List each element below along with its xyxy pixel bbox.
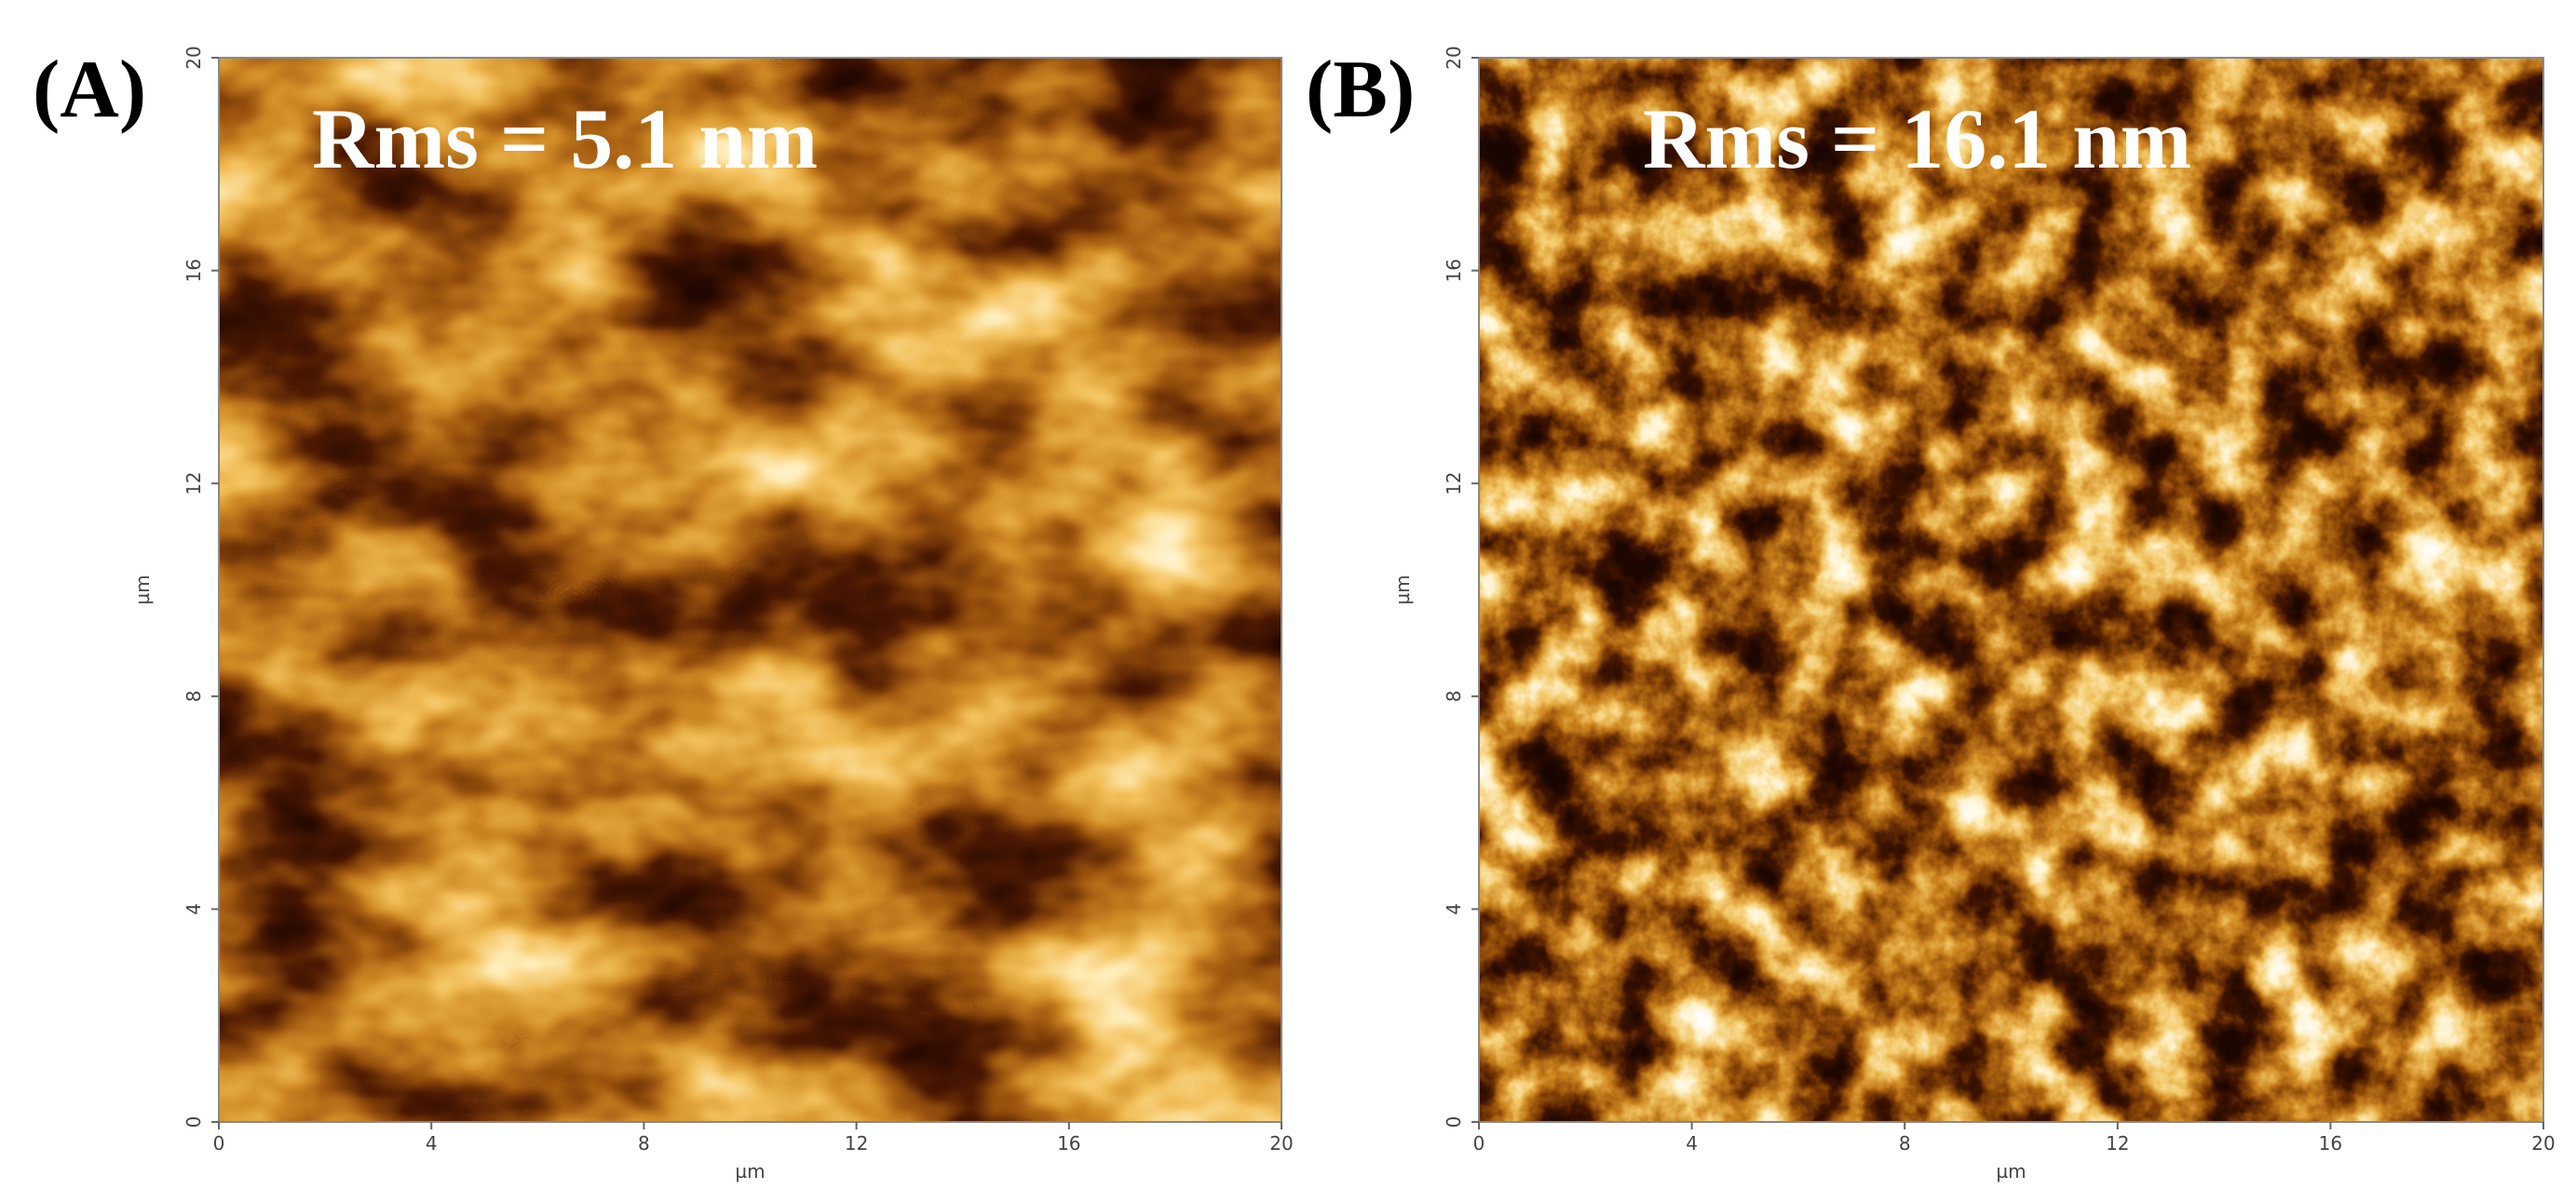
afm-image [1479,58,2543,1122]
y-tick-label: 4 [183,903,205,915]
y-tick-label: 12 [183,471,205,494]
y-tick-label: 4 [1443,903,1465,915]
y-tick-label: 0 [1443,1116,1465,1128]
x-tick-label: 0 [1473,1132,1485,1155]
y-tick-label: 0 [183,1116,205,1128]
x-tick-label: 12 [2106,1132,2129,1155]
x-tick-label: 0 [213,1132,225,1155]
panel-label: (A) [33,45,146,135]
x-tick-label: 8 [638,1132,650,1155]
y-axis-label: µm [131,574,154,604]
image-frame [1478,57,2544,1123]
rms-annotation: Rms = 5.1 nm [312,91,818,186]
y-tick-label: 8 [183,690,205,702]
x-axis-label: µm [735,1160,765,1182]
afm-image [219,58,1281,1122]
panel-label: (B) [1306,45,1415,135]
y-tick-label: 16 [183,259,205,282]
x-tick-label: 20 [1269,1132,1293,1155]
x-tick-label: 4 [1686,1132,1698,1155]
image-frame [218,57,1282,1123]
x-tick-label: 16 [2319,1132,2342,1155]
y-tick-label: 20 [1443,46,1465,69]
x-axis-label: µm [1996,1160,2026,1182]
y-axis-label: µm [1391,574,1414,604]
x-tick-label: 16 [1057,1132,1080,1155]
x-tick-label: 4 [426,1132,438,1155]
x-tick-label: 12 [845,1132,868,1155]
rms-annotation: Rms = 16.1 nm [1643,91,2191,186]
y-tick-label: 12 [1443,471,1465,494]
x-tick-label: 8 [1899,1132,1911,1155]
y-tick-label: 20 [183,46,205,69]
y-tick-label: 8 [1443,690,1465,702]
y-tick-label: 16 [1443,259,1465,282]
x-tick-label: 20 [2531,1132,2555,1155]
